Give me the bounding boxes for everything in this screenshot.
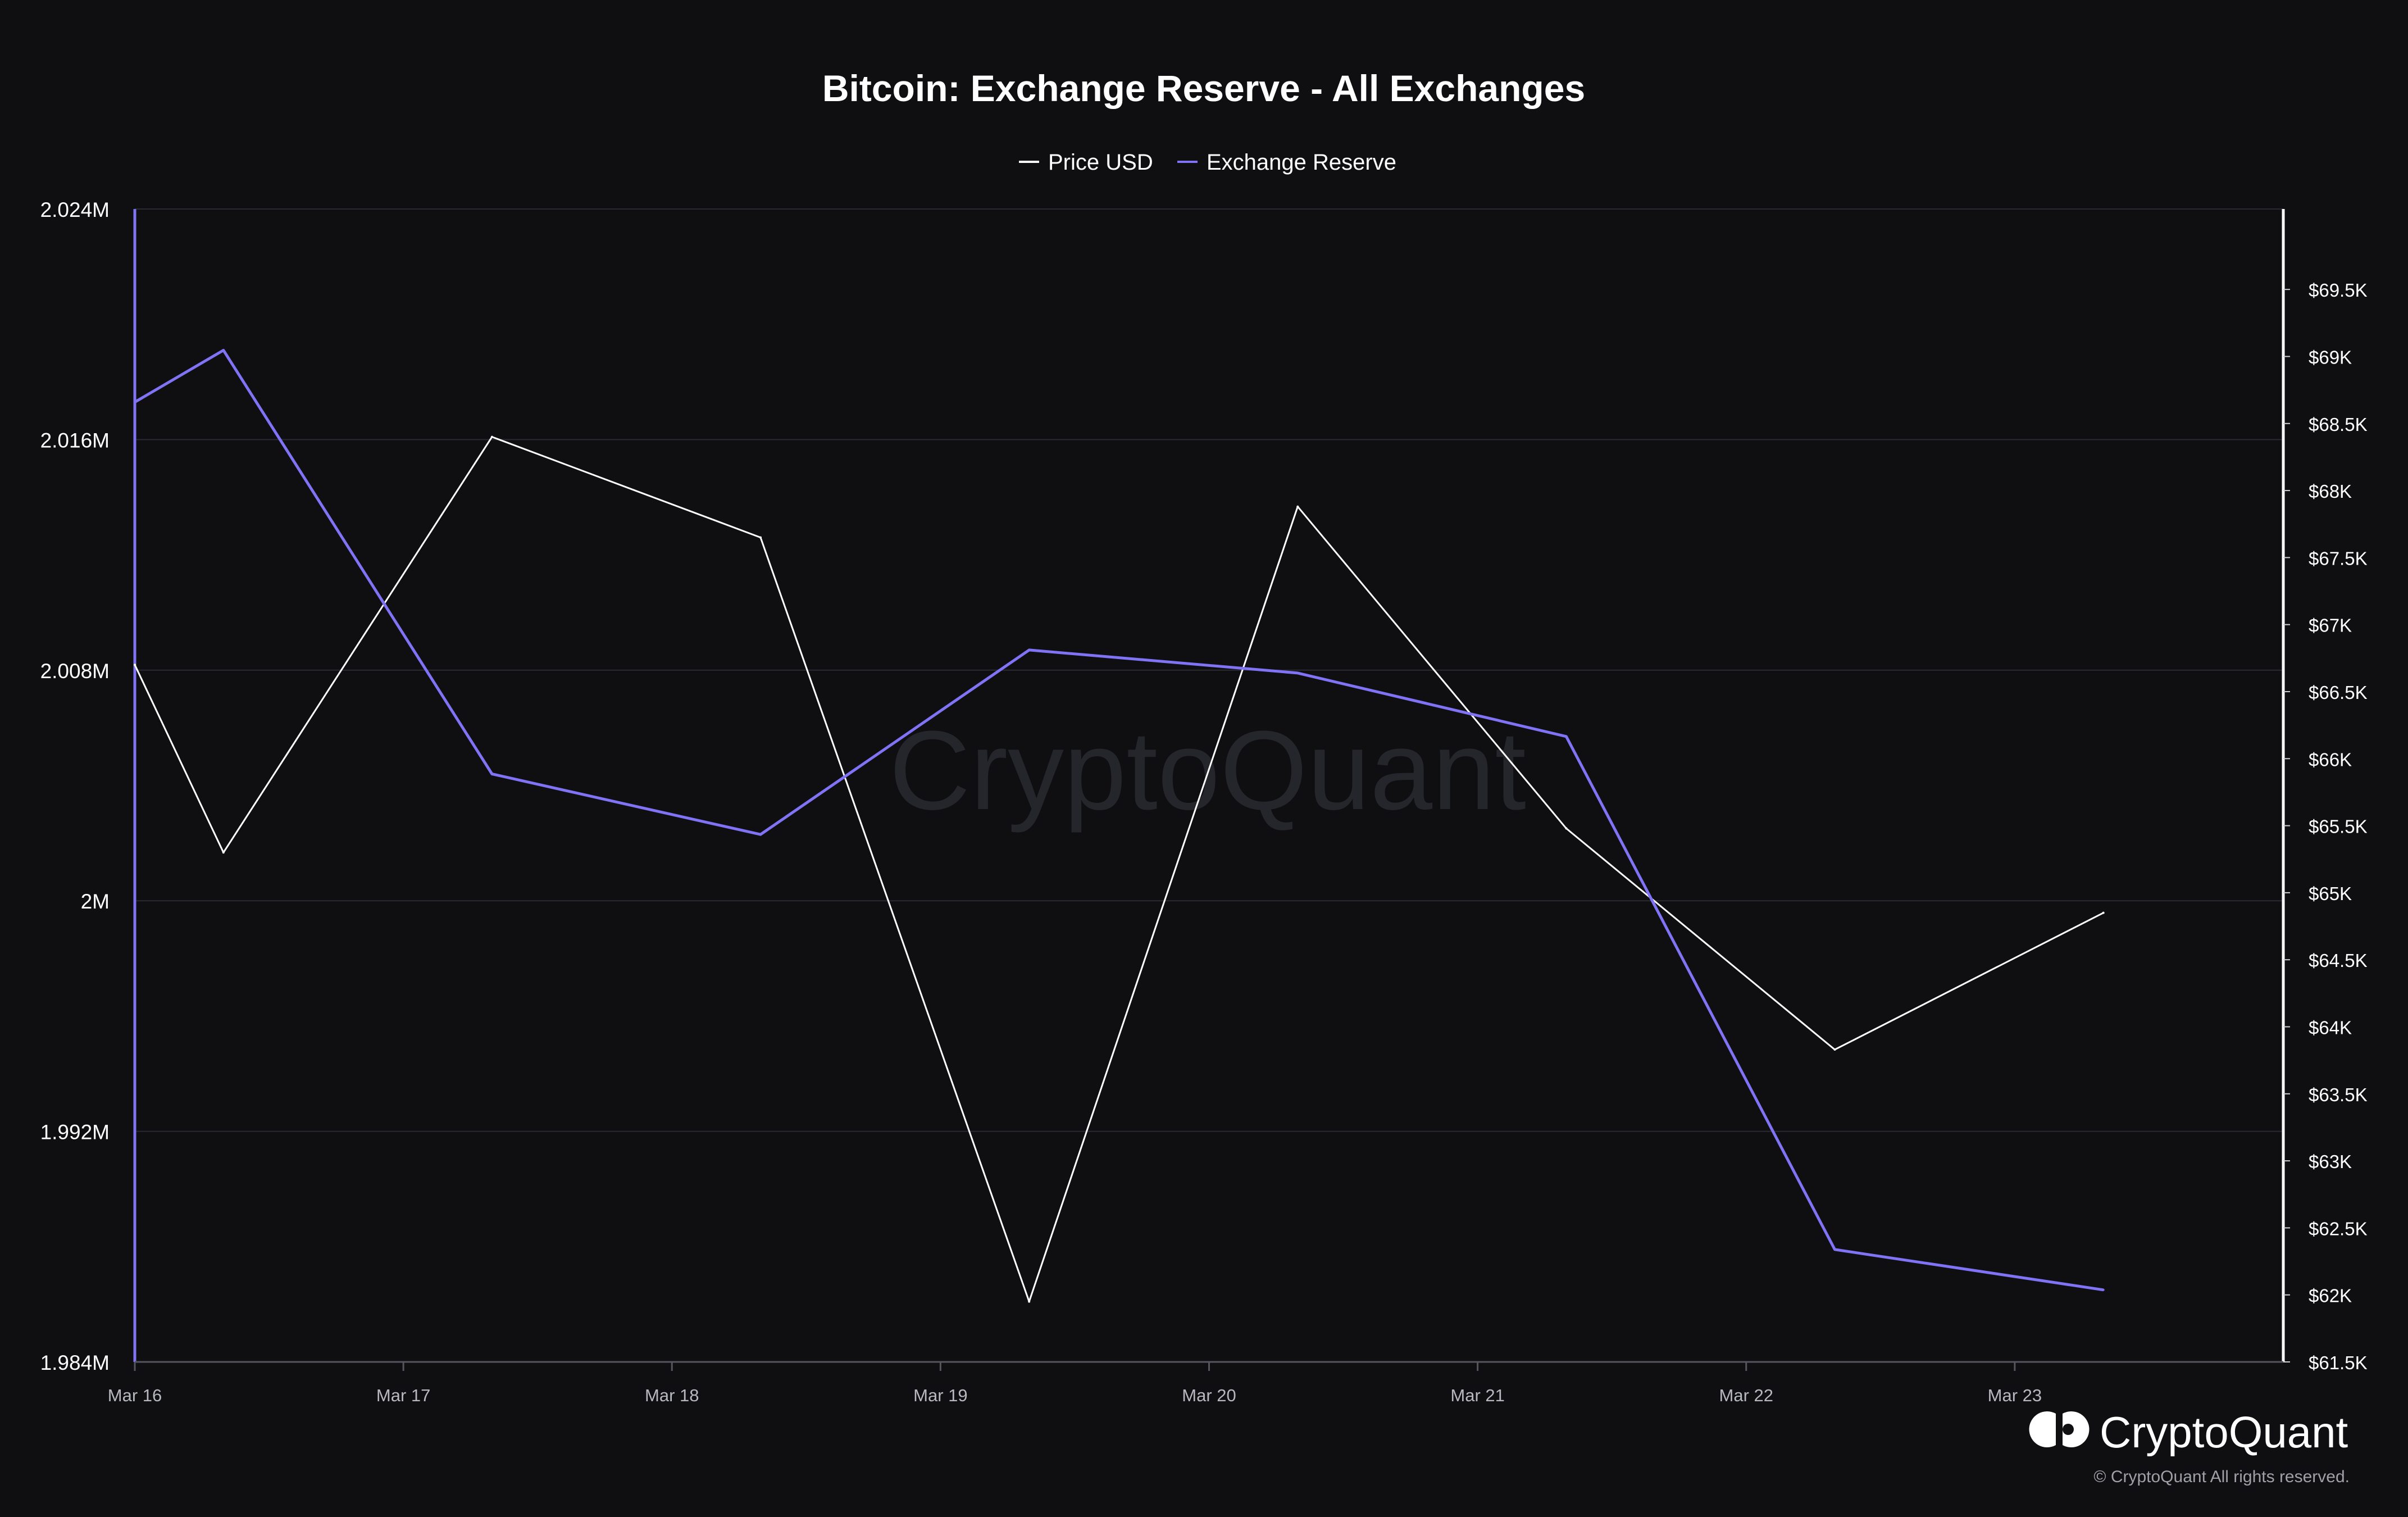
- point-price-3[interactable]: [759, 536, 762, 539]
- cryptoquant-logo-icon: [2029, 1411, 2090, 1447]
- point-reserve-1[interactable]: [222, 349, 225, 352]
- left-tick-label-1: 2.016M: [40, 429, 110, 452]
- left-tick-label-0: 2.024M: [40, 198, 110, 221]
- point-reserve-3[interactable]: [759, 833, 762, 836]
- right-tick-label-1: $69K: [2309, 347, 2352, 367]
- chart-title: Bitcoin: Exchange Reserve - All Exchange…: [822, 67, 1585, 109]
- right-tick-label-5: $67K: [2309, 615, 2352, 636]
- point-reserve-6[interactable]: [1565, 735, 1568, 738]
- right-tick-label-12: $63.5K: [2309, 1084, 2368, 1105]
- right-tick-label-11: $64K: [2309, 1017, 2352, 1038]
- right-tick-label-2: $68.5K: [2309, 414, 2368, 435]
- right-tick-label-13: $63K: [2309, 1151, 2352, 1172]
- point-reserve-2[interactable]: [490, 773, 493, 775]
- legend-item-reserve[interactable]: Exchange Reserve: [1177, 150, 1396, 175]
- left-tick-label-4: 1.992M: [40, 1121, 110, 1144]
- point-price-8[interactable]: [2102, 911, 2105, 914]
- right-tick-label-3: $68K: [2309, 481, 2352, 502]
- left-tick-label-2: 2.008M: [40, 660, 110, 683]
- right-tick-label-8: $65.5K: [2309, 816, 2368, 837]
- right-tick-label-0: $69.5K: [2309, 280, 2368, 301]
- point-reserve-7[interactable]: [1833, 1248, 1836, 1251]
- point-price-7[interactable]: [1833, 1048, 1836, 1051]
- right-tick-label-16: $61.5K: [2309, 1352, 2368, 1373]
- x-axis-ticks: Mar 16 Mar 17 Mar 18 Mar 19 Mar 20 Mar 21 Mar …: [108, 1362, 2042, 1405]
- point-price-5[interactable]: [1296, 505, 1299, 508]
- x-tick-label-2: Mar 18: [645, 1386, 699, 1405]
- left-axis-ticks: 2.024M 2.016M 2.008M 2M 1.992M 1.984M: [40, 198, 110, 1374]
- right-tick-label-9: $65K: [2309, 883, 2352, 904]
- legend: Price USD Exchange Reserve: [1019, 150, 1396, 175]
- x-tick-label-4: Mar 20: [1182, 1386, 1236, 1405]
- legend-label-reserve: Exchange Reserve: [1207, 150, 1396, 175]
- right-tick-label-14: $62.5K: [2309, 1218, 2368, 1239]
- left-tick-label-3: 2M: [81, 890, 110, 913]
- right-tick-label-4: $67.5K: [2309, 548, 2368, 569]
- x-tick-label-5: Mar 21: [1450, 1386, 1504, 1405]
- x-tick-label-0: Mar 16: [108, 1386, 162, 1405]
- right-tick-label-6: $66.5K: [2309, 682, 2368, 703]
- legend-item-price[interactable]: Price USD: [1019, 150, 1153, 175]
- point-price-1[interactable]: [222, 851, 225, 854]
- point-reserve-0[interactable]: [134, 401, 136, 403]
- point-reserve-5[interactable]: [1296, 671, 1299, 674]
- point-price-2[interactable]: [490, 435, 493, 438]
- brand-name: CryptoQuant: [2100, 1407, 2348, 1457]
- point-reserve-8[interactable]: [2102, 1288, 2105, 1291]
- legend-label-price: Price USD: [1048, 150, 1153, 175]
- copyright: © CryptoQuant All rights reserved.: [2093, 1468, 2350, 1486]
- right-axis-ticks: $69.5K $69K $68.5K $68K $67.5K $67K $66.5K $66K…: [2283, 280, 2368, 1373]
- x-tick-label-1: Mar 17: [376, 1386, 430, 1405]
- x-tick-label-7: Mar 23: [1988, 1386, 2042, 1405]
- right-tick-label-7: $66K: [2309, 749, 2352, 770]
- point-price-6[interactable]: [1565, 827, 1568, 830]
- right-tick-label-10: $64.5K: [2309, 950, 2368, 971]
- point-price-0[interactable]: [134, 664, 136, 666]
- grid-lines: [135, 208, 2283, 1362]
- point-reserve-4[interactable]: [1028, 648, 1031, 651]
- series: [134, 348, 2105, 1303]
- brand-logo: CryptoQuant: [2029, 1407, 2348, 1457]
- right-tick-label-15: $62K: [2309, 1286, 2352, 1306]
- point-price-4[interactable]: [1028, 1300, 1031, 1303]
- left-tick-label-5: 1.984M: [40, 1351, 110, 1374]
- x-tick-label-6: Mar 22: [1719, 1386, 1773, 1405]
- series-line-price[interactable]: [134, 436, 2104, 1303]
- x-tick-label-3: Mar 19: [913, 1386, 967, 1405]
